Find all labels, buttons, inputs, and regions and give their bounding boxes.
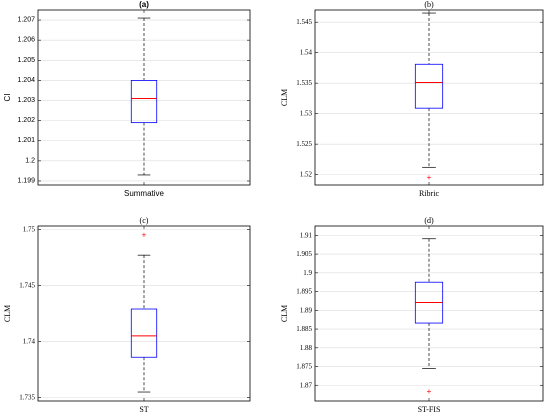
y-tick-label: 1.75 bbox=[23, 225, 36, 233]
outlier-marker: + bbox=[427, 387, 432, 396]
y-tick-label: 1.875 bbox=[296, 363, 312, 371]
y-tick-label: 1.88 bbox=[300, 344, 313, 352]
y-tick-label: 1.905 bbox=[296, 250, 312, 258]
y-tick-label: 1.745 bbox=[19, 281, 35, 289]
boxplot-panel-3: 1.735 1.74 1.745 1.75 + (c) ST CLM bbox=[3, 216, 251, 414]
y-tick-label: 1.87 bbox=[300, 381, 313, 389]
y-tick-label: 1.9 bbox=[303, 269, 312, 277]
y-tick-label: 1.202 bbox=[17, 117, 35, 124]
y-tick-label: 1.525 bbox=[296, 140, 312, 148]
iqr-box bbox=[130, 80, 158, 124]
y-axis-label: CLM bbox=[280, 305, 289, 322]
chart-title: (a) bbox=[139, 0, 149, 9]
chart-title: (d) bbox=[424, 216, 434, 225]
y-tick-label: 1.203 bbox=[17, 97, 35, 104]
y-tick-label: 1.207 bbox=[17, 17, 35, 24]
plot-area bbox=[314, 225, 544, 402]
x-category-label: ST bbox=[139, 405, 148, 414]
y-tick-label: 1.53 bbox=[300, 110, 313, 118]
chart-title: (b) bbox=[424, 0, 434, 9]
y-tick-label: 1.205 bbox=[17, 57, 35, 64]
y-tick-label: 1.204 bbox=[17, 77, 35, 84]
y-tick-label: 1.535 bbox=[296, 79, 312, 87]
y-tick-label: 1.895 bbox=[296, 288, 312, 296]
y-tick-label: 1.89 bbox=[300, 306, 313, 314]
y-tick-label: 1.735 bbox=[19, 394, 35, 402]
y-tick-label: 1.199 bbox=[17, 177, 35, 184]
y-tick-label: 1.201 bbox=[17, 137, 35, 144]
y-tick-label: 1.885 bbox=[296, 325, 312, 333]
y-tick-label: 1.54 bbox=[300, 49, 313, 57]
x-category-label: ST-FIS bbox=[418, 405, 441, 414]
y-axis-label: CLM bbox=[280, 89, 289, 106]
iqr-box bbox=[414, 63, 444, 109]
y-axis-label: CI bbox=[3, 94, 12, 102]
boxplot-panel-1: 1.199 1.2 1.201 1.202 1.203 1.204 1.205 1.206 1.… bbox=[3, 0, 251, 198]
y-tick-label: 1.2 bbox=[25, 157, 35, 164]
x-category-label: Summative bbox=[124, 189, 165, 198]
outlier-marker: + bbox=[142, 230, 147, 239]
chart-title: (c) bbox=[140, 216, 149, 225]
y-axis-label: CLM bbox=[3, 305, 12, 322]
x-category-label: Ribric bbox=[419, 189, 439, 198]
y-tick-label: 1.74 bbox=[23, 338, 36, 346]
y-tick-label: 1.91 bbox=[300, 231, 313, 239]
outlier-marker: + bbox=[427, 173, 432, 182]
boxplot-panel-2: 1.52 1.525 1.53 1.535 1.54 1.545 + (b) Ribric CLM bbox=[280, 0, 544, 198]
y-tick-label: 1.52 bbox=[300, 171, 313, 179]
y-tick-label: 1.545 bbox=[296, 18, 312, 26]
iqr-box bbox=[130, 308, 158, 358]
boxplot-panel-4: 1.87 1.875 1.88 1.885 1.89 1.895 1.9 1.905 1.91 +… bbox=[280, 216, 544, 414]
y-tick-label: 1.206 bbox=[17, 37, 35, 44]
